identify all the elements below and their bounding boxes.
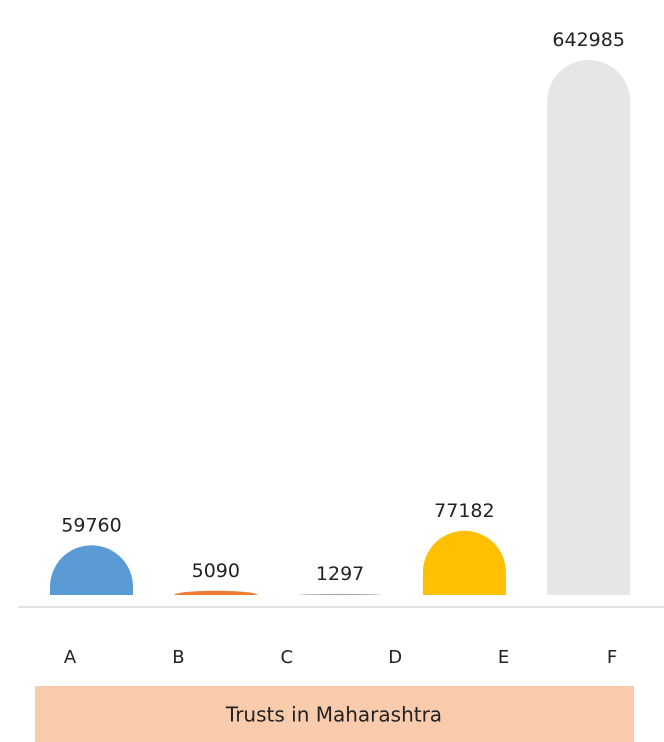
- value-label: 5090: [192, 560, 240, 582]
- bar: [298, 593, 382, 595]
- category-label: A: [64, 647, 77, 668]
- value-label: 59760: [61, 514, 121, 536]
- category-label: B: [172, 647, 184, 668]
- bar: [547, 60, 631, 595]
- footer-title: Trusts in Maharashtra: [225, 703, 442, 727]
- category-label: E: [498, 647, 509, 668]
- category-label: D: [388, 647, 402, 668]
- category-label: C: [281, 647, 294, 668]
- bar: [422, 530, 506, 595]
- value-label: 1297: [316, 563, 364, 585]
- value-label: 77182: [434, 500, 494, 522]
- bar: [50, 545, 133, 595]
- category-label: F: [607, 647, 617, 668]
- value-label: 642985: [552, 29, 625, 51]
- bar: [174, 590, 258, 595]
- footer-band: [35, 686, 634, 742]
